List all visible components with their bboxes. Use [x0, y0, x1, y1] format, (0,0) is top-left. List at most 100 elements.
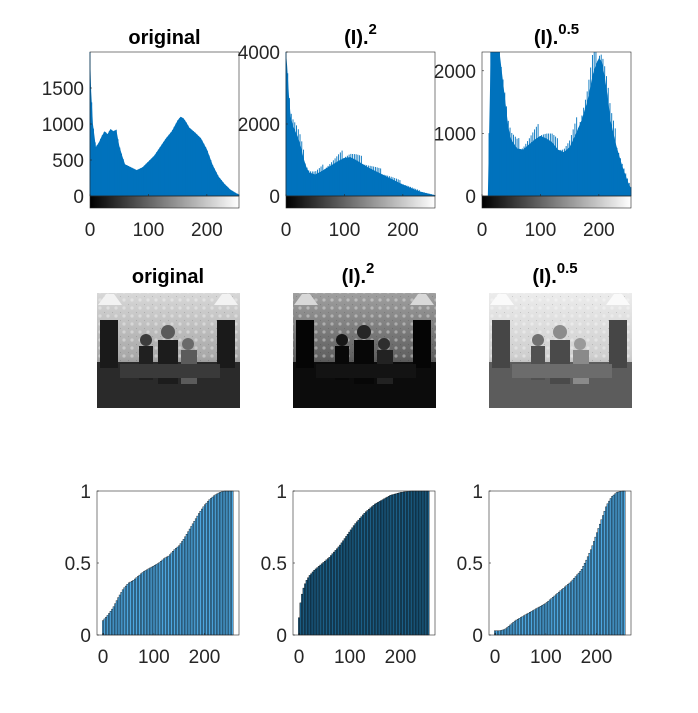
cdf-original: 0 100 200 0 0.5 1 — [65, 482, 240, 668]
cdf-bar — [339, 544, 342, 636]
cdf-bar — [527, 612, 530, 636]
cdf-bar — [214, 494, 217, 636]
cdf-bar — [583, 562, 586, 636]
cdf-bar — [612, 494, 615, 636]
cdf-bar — [327, 558, 329, 636]
cdf-bar — [167, 555, 170, 636]
image-title-squared: (I).2 — [342, 260, 375, 288]
cdf-bar — [412, 490, 415, 636]
cdf-bar — [501, 629, 504, 636]
cdf-bar — [226, 490, 229, 636]
cdf-bar — [380, 500, 383, 636]
x-tick-label: 100 — [530, 647, 562, 668]
cdf-bar — [342, 540, 345, 636]
cdf-bar — [159, 561, 162, 636]
cdf-bar — [228, 490, 231, 636]
cdf-bar — [529, 612, 532, 636]
cdf-bar — [140, 573, 143, 636]
cdf-bar — [369, 507, 372, 636]
cdf-bar — [308, 575, 311, 636]
cdf-bar — [544, 603, 547, 636]
cdf-bar — [594, 536, 597, 636]
cdf-bar — [357, 519, 360, 636]
cdf-bar — [585, 559, 588, 636]
y-tick-label: 1500 — [42, 79, 84, 100]
cdf-bar — [539, 606, 542, 636]
photo-people-squared — [293, 294, 436, 408]
cdf-bar — [172, 551, 175, 636]
cdf-bar — [570, 581, 573, 636]
cdf-bar — [132, 580, 135, 636]
cdf-bar — [551, 597, 554, 636]
y-tick-label: 0.5 — [261, 554, 287, 575]
cdf-bar — [196, 515, 199, 636]
cdf-squared: 0 100 200 0 0.5 1 — [261, 482, 436, 668]
cdf-bar — [593, 541, 595, 636]
cdf-bar — [582, 565, 585, 636]
cdf-bar — [117, 597, 120, 636]
cdf-bar — [161, 559, 164, 636]
cdf-bar — [419, 490, 422, 636]
cdf-bar — [351, 527, 354, 636]
y-tick-label: 4000 — [238, 43, 280, 64]
cdf-bar — [360, 516, 363, 636]
cdf-bar — [620, 490, 623, 636]
cdf-bar — [554, 594, 557, 636]
cdf-bar — [320, 563, 323, 636]
cdf-bar — [424, 490, 427, 636]
x-tick-label: 100 — [525, 220, 557, 241]
cdf-bar — [623, 490, 626, 636]
cdf-bar — [188, 528, 191, 636]
cdf-bar — [536, 607, 539, 636]
cdf-bar — [155, 564, 158, 636]
cdf-bar — [205, 502, 208, 636]
cdf-bar — [545, 602, 548, 636]
cdf-bar — [535, 608, 538, 636]
cdf-bar — [169, 554, 171, 636]
cdf-bar — [131, 580, 133, 636]
cdf-bar — [135, 577, 138, 636]
cdf-bar — [182, 539, 185, 636]
cdf-bar — [403, 491, 406, 636]
cdf-bar — [191, 523, 194, 636]
y-tick-label: 0.5 — [65, 554, 91, 575]
cdf-bar — [577, 572, 580, 636]
cdf-bar — [201, 508, 203, 636]
cdf-bar — [325, 559, 328, 636]
cdf-bar — [184, 536, 187, 636]
y-tick-label: 1000 — [42, 115, 84, 136]
cdf-bar — [397, 492, 399, 636]
cdf-bar — [105, 616, 108, 636]
cdf-bar — [516, 618, 519, 636]
cdf-bar — [354, 523, 357, 636]
cdf-bar — [603, 510, 606, 636]
y-tick-label: 1 — [472, 482, 483, 503]
cdf-bar — [153, 565, 156, 636]
cdf-bar — [556, 593, 559, 636]
x-tick-label: 0 — [281, 220, 292, 241]
cdf-bar — [568, 582, 571, 636]
y-tick-label: 2000 — [238, 115, 280, 136]
cdf-bar — [348, 531, 351, 636]
cdf-bar — [311, 571, 314, 636]
cdf-bar — [156, 563, 159, 636]
cdf-bar — [333, 551, 336, 636]
cdf-bar — [541, 605, 544, 636]
cdf-bar — [386, 496, 389, 636]
cdf-bar — [366, 510, 369, 636]
cdf-bar — [319, 564, 322, 636]
cdf-bar — [586, 556, 589, 636]
x-tick-label: 100 — [138, 647, 170, 668]
histogram-area — [286, 52, 435, 196]
cdf-bar — [187, 531, 190, 636]
cdf-bar — [204, 504, 206, 636]
cdf-bar — [609, 498, 612, 636]
cdf-bar — [498, 630, 501, 636]
cdf-bar — [346, 534, 349, 636]
cdf-bar — [109, 611, 112, 636]
cdf-bar — [314, 568, 317, 636]
cdf-bar — [579, 571, 582, 636]
cdf-bar — [589, 549, 592, 636]
x-tick-label: 200 — [385, 647, 417, 668]
